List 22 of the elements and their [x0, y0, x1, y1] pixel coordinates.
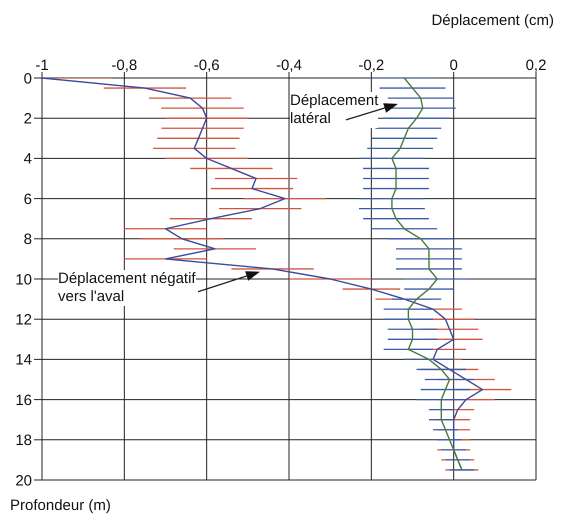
x-tick-label: -0,6 [194, 57, 220, 74]
y-tick-label: 14 [15, 352, 32, 369]
y-tick-label: 18 [15, 432, 32, 450]
y-tick-label: 0 [24, 70, 32, 88]
x-tick-label: -0,2 [358, 57, 384, 74]
y-tick-label: 10 [15, 271, 32, 288]
series-label: Déplacement négatif vers l'aval [58, 270, 196, 306]
x-tick-label: 0 [449, 57, 458, 74]
x-tick-label: 0,2 [526, 57, 546, 74]
y-tick-label: 4 [24, 150, 32, 168]
x-tick-label: -1 [35, 57, 49, 74]
y-tick-label: 8 [24, 231, 32, 248]
y-axis-title: Profondeur (m) [10, 497, 111, 514]
series-label: Déplacement latéral [290, 92, 378, 128]
y-tick-label: 12 [15, 312, 32, 329]
y-tick-label: 2 [24, 110, 32, 128]
x-tick-label: -0,8 [111, 57, 138, 74]
y-tick-label: 20 [15, 472, 32, 490]
x-tick-label: -0,4 [276, 57, 302, 74]
y-tick-label: 16 [15, 392, 32, 409]
y-tick-label: 6 [24, 190, 32, 208]
x-axis-title: Déplacement (cm) [431, 12, 554, 29]
